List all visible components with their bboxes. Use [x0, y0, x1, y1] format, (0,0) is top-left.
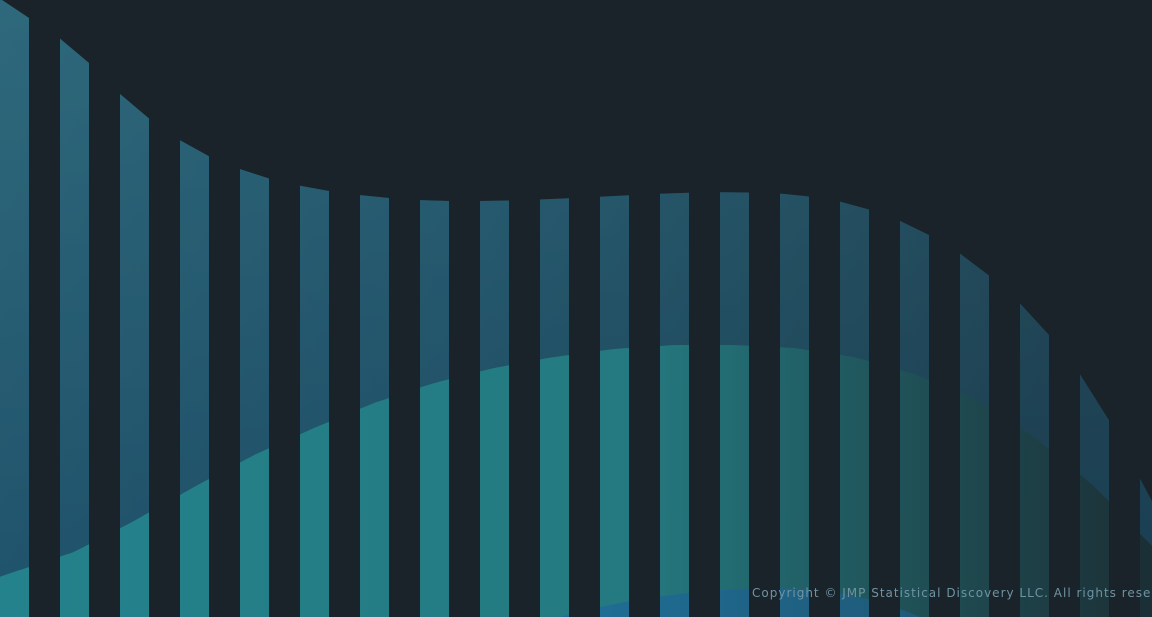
- copyright: Copyright © JMP Statistical Discovery LL…: [752, 586, 1152, 600]
